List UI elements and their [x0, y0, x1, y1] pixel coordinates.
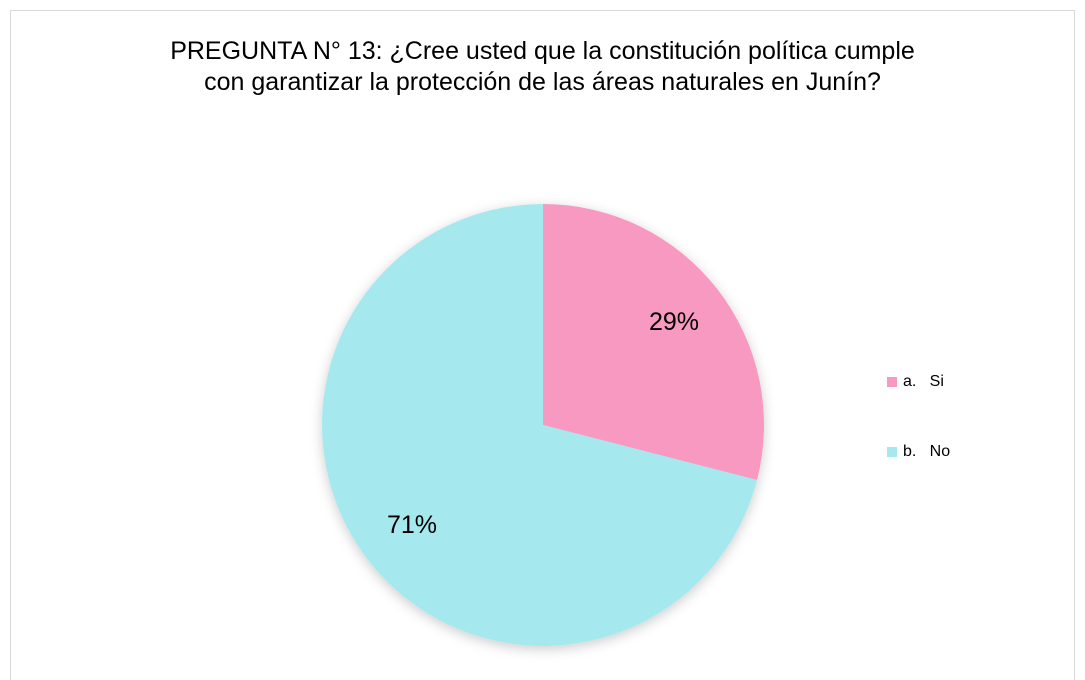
legend-swatch [887, 377, 897, 387]
data-label: 71% [387, 511, 437, 539]
legend-label: a. Si [903, 373, 944, 390]
pie-slice [322, 203, 758, 646]
chart-title: PREGUNTA N° 13: ¿Cree usted que la const… [170, 37, 915, 96]
legend-swatch [887, 447, 897, 457]
data-label: 29% [649, 308, 699, 336]
legend-label: b. No [903, 443, 950, 460]
pie [322, 203, 764, 646]
pie-slice [543, 204, 764, 480]
